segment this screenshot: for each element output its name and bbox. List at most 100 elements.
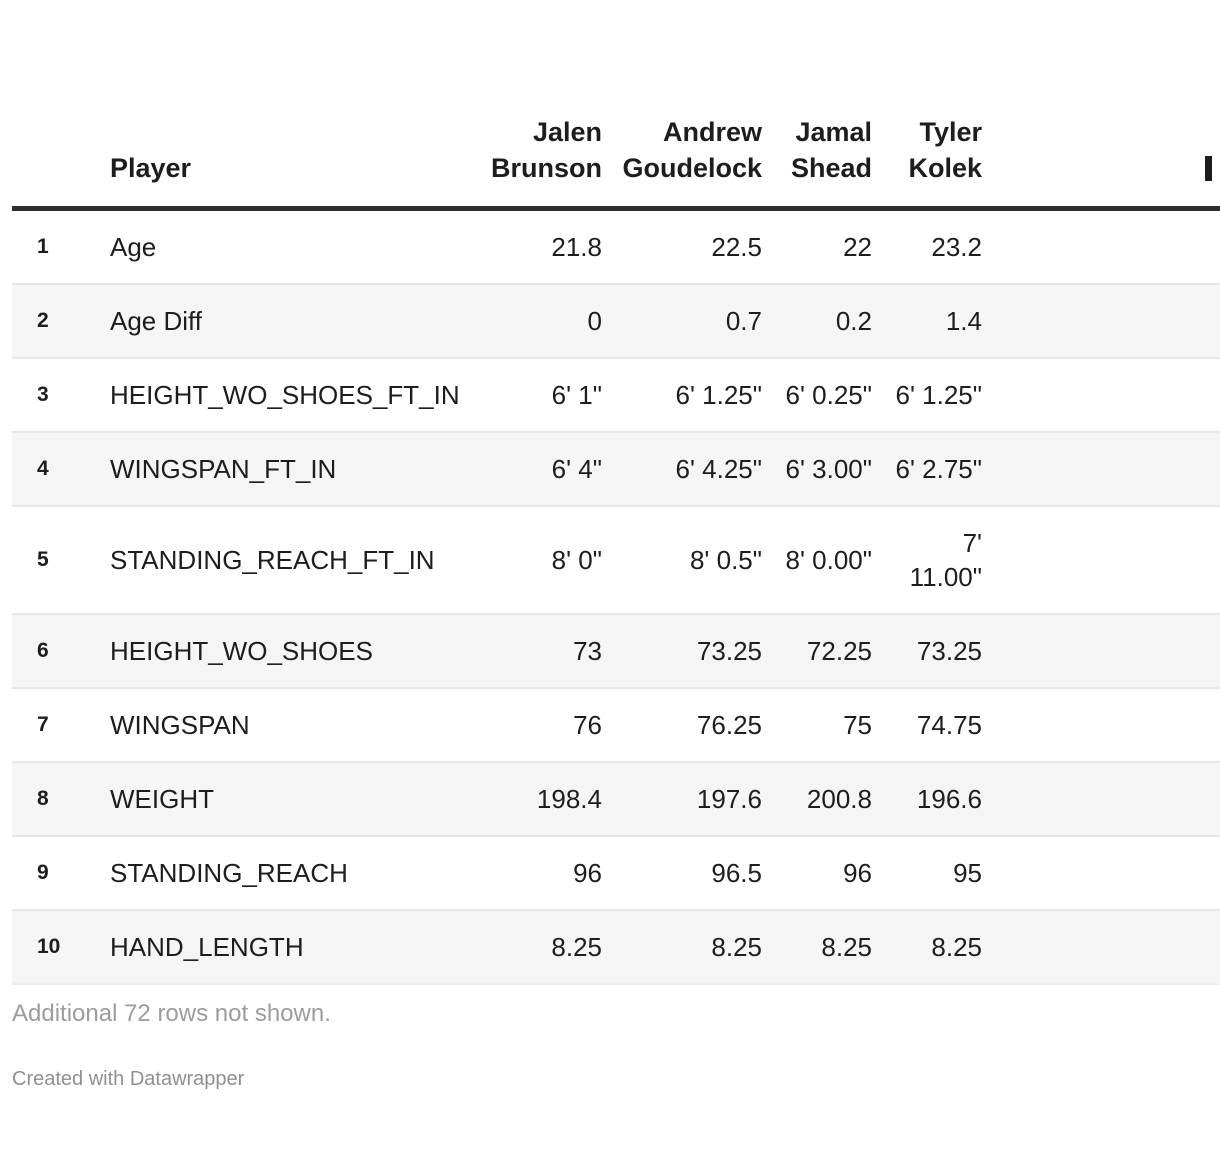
header-tyler-kolek: Tyler Kolek — [892, 114, 1002, 211]
header-row-number-column — [12, 114, 100, 211]
row-label: Age Diff — [100, 284, 472, 359]
cell-value: 6' 4" — [472, 432, 622, 507]
row-label: WEIGHT — [100, 762, 472, 837]
cell-value-clipped — [1002, 614, 1220, 689]
cell-value: 6' 1" — [472, 358, 622, 433]
row-number: 3 — [12, 358, 100, 433]
cell-value: 76.25 — [622, 688, 782, 763]
cell-value: 8' 0.00" — [782, 506, 892, 615]
cell-value: 8.25 — [622, 910, 782, 985]
row-label: STANDING_REACH — [100, 836, 472, 911]
player-last-name: Shead — [790, 153, 872, 183]
table-row: 6 HEIGHT_WO_SHOES 73 73.25 72.25 73.25 — [12, 614, 1220, 689]
player-last-name: Goudelock — [622, 153, 762, 183]
cell-value: 200.8 — [782, 762, 892, 837]
player-first-name: Jamal — [795, 117, 872, 147]
table-row: 8 WEIGHT 198.4 197.6 200.8 196.6 — [12, 762, 1220, 837]
row-number: 1 — [12, 208, 100, 285]
cell-value: 6' 2.75" — [892, 432, 1002, 507]
cell-value-clipped — [1002, 688, 1220, 763]
row-label: STANDING_REACH_FT_IN — [100, 506, 472, 615]
cell-value: 8.25 — [472, 910, 622, 985]
cell-value: 73.25 — [892, 614, 1002, 689]
cell-value-clipped — [1002, 358, 1220, 433]
row-label: WINGSPAN — [100, 688, 472, 763]
cell-value: 0.2 — [782, 284, 892, 359]
datawrapper-attribution-link[interactable]: Created with Datawrapper — [12, 1068, 245, 1090]
clipped-column-partial-glyph — [1205, 156, 1212, 181]
cell-value: 196.6 — [892, 762, 1002, 837]
cell-value: 74.75 — [892, 688, 1002, 763]
cell-value: 0.7 — [622, 284, 782, 359]
cell-value-clipped — [1002, 836, 1220, 911]
player-first-name: Andrew — [662, 117, 762, 147]
cell-value: 23.2 — [892, 208, 1002, 285]
cell-value: 72.25 — [782, 614, 892, 689]
cell-value: 6' 1.25" — [892, 358, 1002, 433]
row-label: HEIGHT_WO_SHOES — [100, 614, 472, 689]
player-last-name: Brunson — [491, 153, 602, 183]
cell-value-clipped — [1002, 762, 1220, 837]
cell-value: 73.25 — [622, 614, 782, 689]
cell-value-clipped — [1002, 506, 1220, 615]
header-row: Player Jalen Brunson Andrew Goudelock Ja… — [12, 114, 1220, 211]
cell-value: 7' 11.00" — [892, 506, 1002, 615]
table-row: 5 STANDING_REACH_FT_IN 8' 0" 8' 0.5" 8' … — [12, 506, 1220, 615]
table-row: 10 HAND_LENGTH 8.25 8.25 8.25 8.25 — [12, 910, 1220, 985]
row-number: 5 — [12, 506, 100, 615]
header-clipped-column — [1002, 114, 1220, 211]
cell-value: 96.5 — [622, 836, 782, 911]
header-jamal-shead: Jamal Shead — [782, 114, 892, 211]
row-label: Age — [100, 208, 472, 285]
cell-value: 21.8 — [472, 208, 622, 285]
cell-value-clipped — [1002, 910, 1220, 985]
cell-value: 96 — [472, 836, 622, 911]
rows-not-shown-note: Additional 72 rows not shown. — [12, 1000, 331, 1027]
row-number: 7 — [12, 688, 100, 763]
row-number: 2 — [12, 284, 100, 359]
player-first-name: Jalen — [532, 117, 602, 147]
cell-value: 73 — [472, 614, 622, 689]
cell-value: 95 — [892, 836, 1002, 911]
row-label: HAND_LENGTH — [100, 910, 472, 985]
player-first-name: Tyler — [919, 117, 982, 147]
cell-value: 6' 0.25" — [782, 358, 892, 433]
cell-value-clipped — [1002, 208, 1220, 285]
table-scroll-area: Player Jalen Brunson Andrew Goudelock Ja… — [12, 114, 1220, 985]
row-number: 8 — [12, 762, 100, 837]
cell-value: 6' 1.25" — [622, 358, 782, 433]
header-jalen-brunson: Jalen Brunson — [472, 114, 622, 211]
cell-value: 76 — [472, 688, 622, 763]
table-row: 7 WINGSPAN 76 76.25 75 74.75 — [12, 688, 1220, 763]
player-last-name: Kolek — [908, 153, 982, 183]
row-number: 4 — [12, 432, 100, 507]
row-number: 9 — [12, 836, 100, 911]
cell-value: 96 — [782, 836, 892, 911]
cell-value: 6' 4.25" — [622, 432, 782, 507]
header-player-metric-column: Player — [100, 114, 472, 211]
cell-value: 6' 3.00" — [782, 432, 892, 507]
cell-value: 22 — [782, 208, 892, 285]
cell-value: 197.6 — [622, 762, 782, 837]
cell-value: 198.4 — [472, 762, 622, 837]
table-row: 2 Age Diff 0 0.7 0.2 1.4 — [12, 284, 1220, 359]
player-measurements-table: Player Jalen Brunson Andrew Goudelock Ja… — [12, 114, 1220, 985]
cell-value: 8' 0.5" — [622, 506, 782, 615]
cell-value: 0 — [472, 284, 622, 359]
cell-value: 8' 0" — [472, 506, 622, 615]
row-label: HEIGHT_WO_SHOES_FT_IN — [100, 358, 472, 433]
row-number: 10 — [12, 910, 100, 985]
cell-value: 75 — [782, 688, 892, 763]
table-row: 3 HEIGHT_WO_SHOES_FT_IN 6' 1" 6' 1.25" 6… — [12, 358, 1220, 433]
table-row: 9 STANDING_REACH 96 96.5 96 95 — [12, 836, 1220, 911]
row-label: WINGSPAN_FT_IN — [100, 432, 472, 507]
cell-value-clipped — [1002, 432, 1220, 507]
cell-value: 1.4 — [892, 284, 1002, 359]
cell-value: 22.5 — [622, 208, 782, 285]
cell-value-clipped — [1002, 284, 1220, 359]
table-row: 4 WINGSPAN_FT_IN 6' 4" 6' 4.25" 6' 3.00"… — [12, 432, 1220, 507]
row-number: 6 — [12, 614, 100, 689]
cell-value: 8.25 — [892, 910, 1002, 985]
cell-value: 8.25 — [782, 910, 892, 985]
